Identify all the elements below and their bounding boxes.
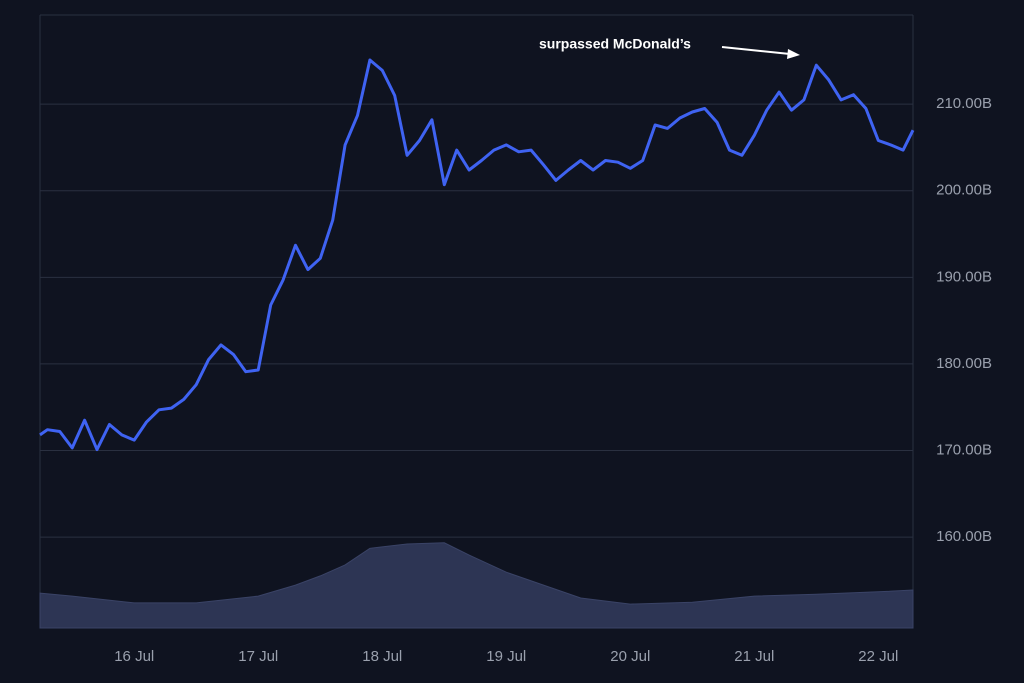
volume-area bbox=[39, 542, 914, 629]
x-tick-label: 16 Jul bbox=[114, 648, 154, 665]
y-tick-label: 200.00B bbox=[936, 182, 992, 199]
y-tick-label: 210.00B bbox=[936, 95, 992, 112]
price-line bbox=[39, 58, 915, 452]
annotation-arrow bbox=[721, 46, 791, 55]
x-tick-label: 22 Jul bbox=[858, 648, 898, 665]
x-tick-label: 19 Jul bbox=[486, 648, 526, 665]
x-tick-label: 18 Jul bbox=[362, 648, 402, 665]
x-tick-label: 21 Jul bbox=[734, 648, 774, 665]
grid bbox=[40, 103, 913, 538]
y-tick-label: 190.00B bbox=[936, 268, 992, 285]
y-tick-label: 160.00B bbox=[936, 528, 992, 545]
plot bbox=[39, 58, 915, 629]
annotation: surpassed McDonald’s bbox=[539, 36, 691, 52]
x-tick-label: 17 Jul bbox=[238, 648, 278, 665]
y-tick-label: 180.00B bbox=[936, 355, 992, 372]
annotation-arrowhead bbox=[787, 49, 800, 59]
x-tick-label: 20 Jul bbox=[610, 648, 650, 665]
y-tick-label: 170.00B bbox=[936, 441, 992, 458]
